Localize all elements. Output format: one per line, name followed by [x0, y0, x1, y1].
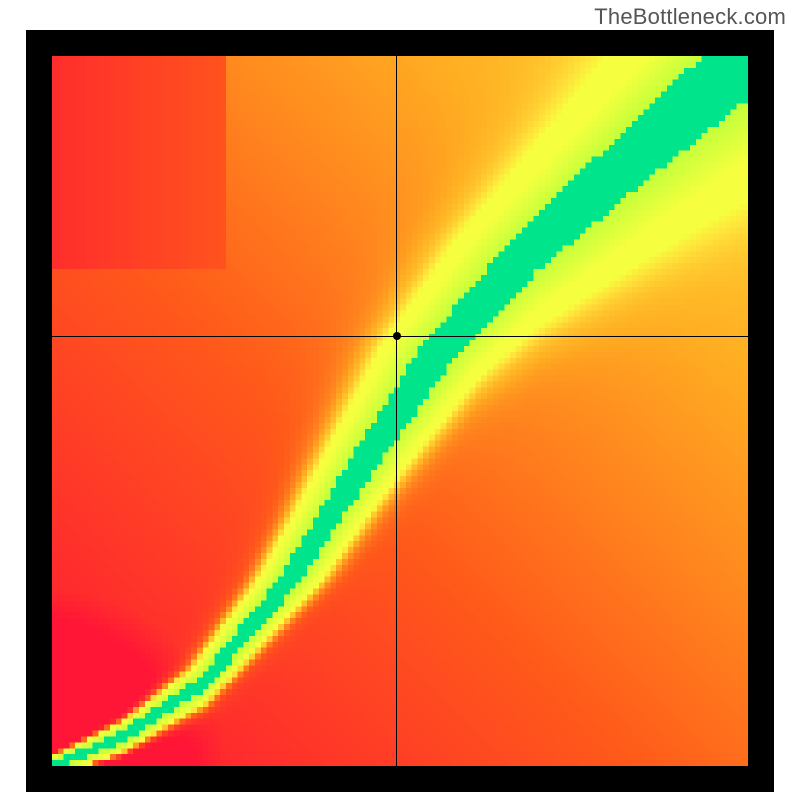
crosshair-vertical	[396, 56, 397, 766]
crosshair-marker	[393, 332, 401, 340]
figure-container: TheBottleneck.com	[0, 0, 800, 800]
bottleneck-heatmap	[52, 56, 748, 766]
watermark-text: TheBottleneck.com	[594, 4, 786, 30]
